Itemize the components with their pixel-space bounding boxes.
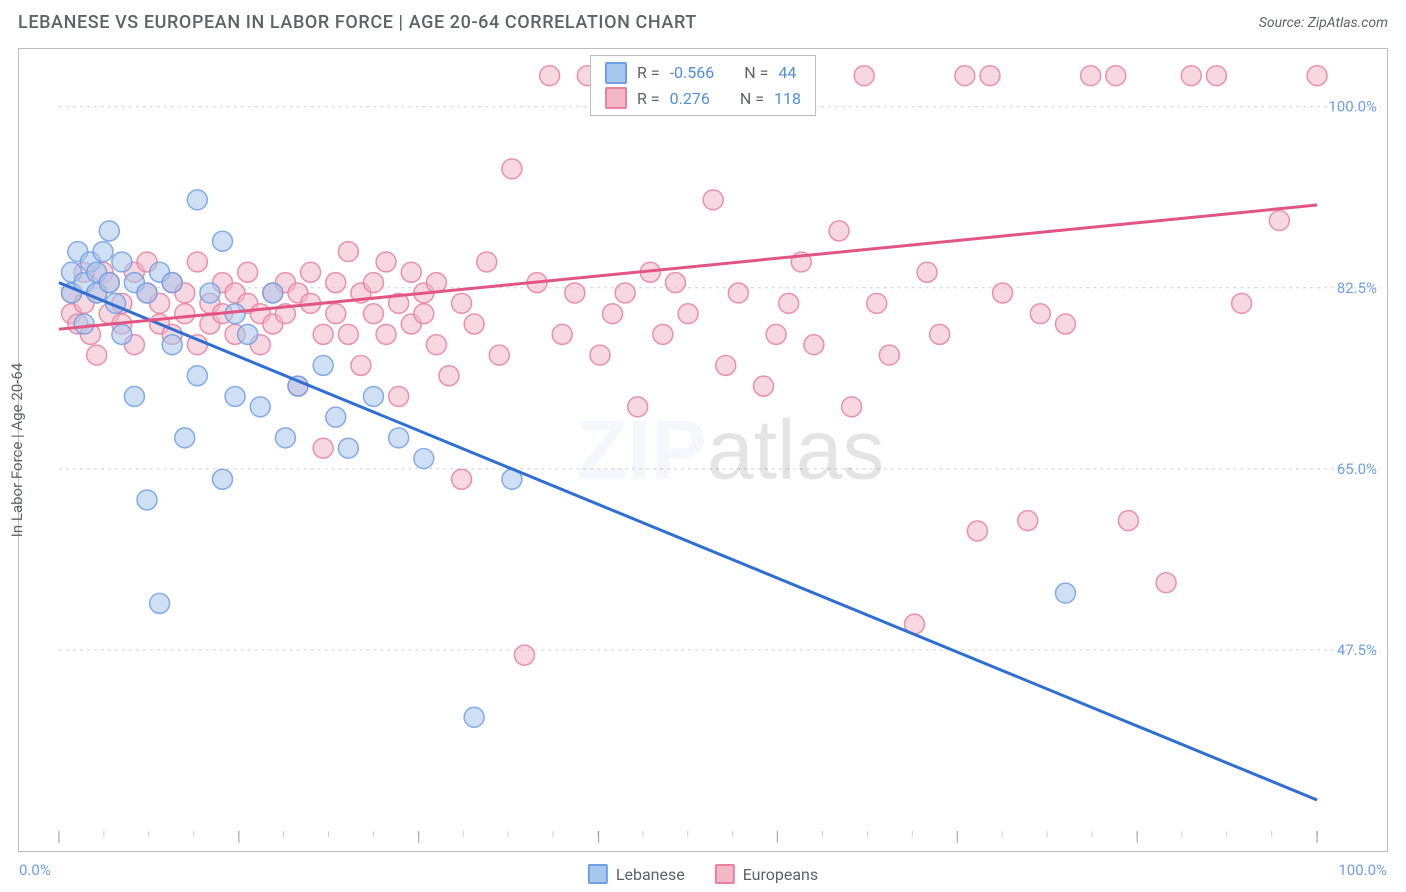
series-europeans-points xyxy=(62,66,1328,665)
correlation-legend: R = -0.566 N = 44 R = 0.276 N = 118 xyxy=(590,55,816,116)
r-label: R = xyxy=(637,60,660,86)
swatch-lebanese xyxy=(605,62,627,84)
legend-label-europeans: Europeans xyxy=(743,865,818,884)
source-citation: Source: ZipAtlas.com xyxy=(1259,15,1388,31)
source-label: Source: xyxy=(1259,15,1304,31)
svg-text:82.5%: 82.5% xyxy=(1337,279,1377,297)
chart-title: LEBANESE VS EUROPEAN IN LABOR FORCE | AG… xyxy=(18,12,697,33)
swatch-europeans-icon xyxy=(715,864,735,884)
x-ticks xyxy=(59,831,1317,843)
n-value-lebanese: 44 xyxy=(778,60,796,86)
x-min-label: 0.0% xyxy=(19,861,51,879)
n-label: N = xyxy=(740,86,764,112)
gridlines xyxy=(59,107,1381,650)
legend-label-lebanese: Lebanese xyxy=(616,865,685,884)
chart-header: LEBANESE VS EUROPEAN IN LABOR FORCE | AG… xyxy=(0,0,1406,43)
legend-row-lebanese: R = -0.566 N = 44 xyxy=(605,60,801,86)
legend-row-europeans: R = 0.276 N = 118 xyxy=(605,86,801,112)
x-max-label: 100.0% xyxy=(1338,861,1387,879)
r-value-lebanese: -0.566 xyxy=(670,60,715,86)
series-legend: Lebanese Europeans xyxy=(588,864,818,884)
chart-area: In Labor Force | Age 20-64 47.5%65.0%82.… xyxy=(18,48,1388,852)
n-label: N = xyxy=(744,60,768,86)
scatter-plot-svg: 47.5% 65.0% 82.5% 100.0% xyxy=(19,49,1387,851)
r-label: R = xyxy=(637,86,660,112)
r-value-europeans: 0.276 xyxy=(670,86,710,112)
swatch-europeans xyxy=(605,87,627,109)
source-link[interactable]: ZipAtlas.com xyxy=(1308,15,1388,31)
svg-text:47.5%: 47.5% xyxy=(1337,641,1377,659)
y-tick-labels: 47.5% 65.0% 82.5% 100.0% xyxy=(1328,98,1377,659)
svg-text:100.0%: 100.0% xyxy=(1328,98,1377,116)
svg-text:65.0%: 65.0% xyxy=(1337,460,1377,478)
legend-item-europeans: Europeans xyxy=(715,864,818,884)
swatch-lebanese-icon xyxy=(588,864,608,884)
n-value-europeans: 118 xyxy=(774,86,801,112)
legend-item-lebanese: Lebanese xyxy=(588,864,685,884)
